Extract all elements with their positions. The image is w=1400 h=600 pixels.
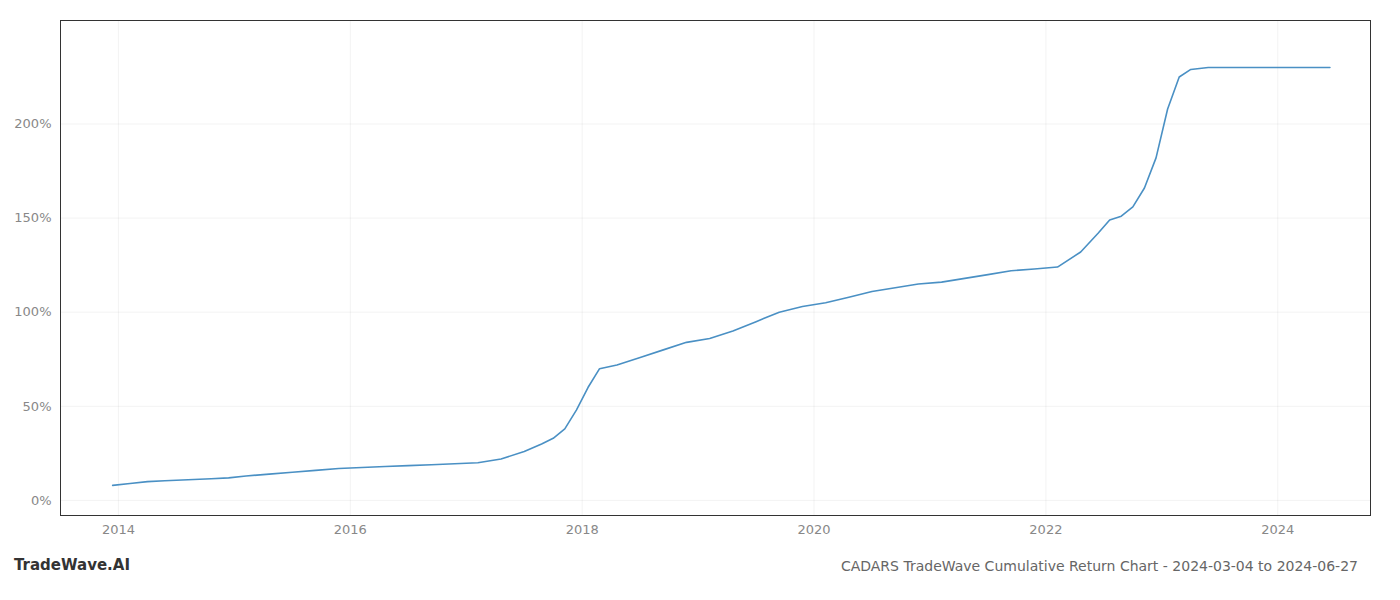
svg-text:150%: 150% [14, 210, 51, 225]
svg-text:0%: 0% [31, 493, 52, 508]
html-text:TradeWave.AI: TradeWave.AI [14, 556, 130, 574]
svg-text:2018: 2018 [566, 522, 599, 537]
svg-text:100%: 100% [14, 304, 51, 319]
svg-text:2020: 2020 [797, 522, 830, 537]
svg-text:2024: 2024 [1261, 522, 1294, 537]
svg-text:2014: 2014 [102, 522, 135, 537]
html-text:CADARS TradeWave Cumulative Re: CADARS TradeWave Cumulative Return Chart… [840, 558, 1358, 574]
svg-text:2022: 2022 [1029, 522, 1062, 537]
svg-text:2016: 2016 [334, 522, 367, 537]
svg-text:200%: 200% [14, 116, 51, 131]
svg-text:50%: 50% [23, 398, 52, 413]
